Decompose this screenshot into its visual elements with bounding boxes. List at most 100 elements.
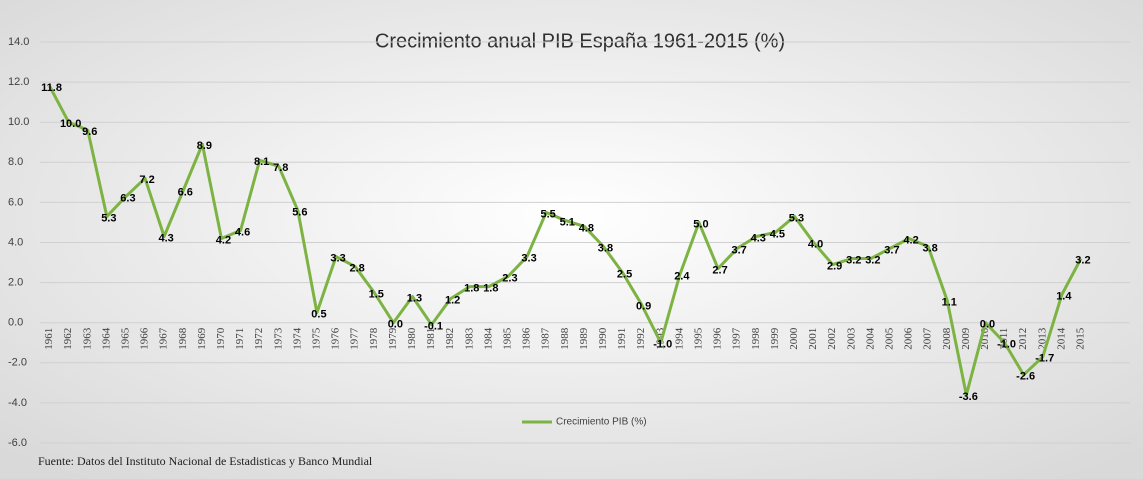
x-tick-label: 1988 [559, 327, 571, 350]
data-label: 6.3 [120, 192, 135, 204]
data-label: 3.2 [865, 254, 880, 266]
data-label: 1.2 [445, 295, 460, 307]
data-label: 5.3 [789, 212, 804, 224]
data-label: 6.6 [178, 186, 193, 198]
x-tick-label: 2007 [922, 327, 934, 350]
x-tick-label: 2004 [864, 327, 876, 350]
data-line [48, 85, 1083, 397]
source: Fuente: Datos del Instituto Nacional de … [38, 454, 373, 468]
data-label: 1.5 [369, 289, 384, 301]
data-label: 7.2 [139, 174, 154, 186]
x-tick-label: 1975 [310, 327, 322, 350]
x-tick-label: 1982 [444, 328, 456, 350]
x-tick-label: 1969 [196, 327, 208, 350]
data-label: 4.2 [903, 234, 918, 246]
y-tick-label: 0.0 [8, 317, 23, 329]
x-tick-label: 1989 [578, 327, 590, 350]
y-tick-label: 2.0 [8, 277, 23, 289]
y-tick-label: 12.0 [8, 76, 29, 88]
x-tick-label: 1987 [540, 327, 552, 350]
data-label: 0.5 [311, 309, 326, 321]
x-tick-label: 2003 [845, 327, 857, 350]
x-tick-label: 1966 [139, 327, 151, 350]
data-label: -3.6 [959, 391, 978, 403]
data-label: 1.8 [464, 283, 479, 295]
chart-title: Crecimiento anual PIB España 1961-2015 (… [375, 30, 785, 52]
data-label: 2.4 [674, 270, 690, 282]
x-tick-label: 1998 [750, 327, 762, 350]
data-label: 4.6 [235, 226, 250, 238]
y-tick-label: -4.0 [8, 397, 27, 409]
x-tick-label: 2001 [807, 328, 819, 350]
data-label: 3.8 [598, 242, 613, 254]
data-label: 2.5 [617, 268, 632, 280]
x-tick-label: 1971 [234, 328, 246, 350]
data-label: -2.6 [1016, 371, 1035, 383]
y-tick-label: 8.0 [8, 156, 23, 168]
x-tick-label: 1997 [731, 327, 743, 350]
data-label: 5.5 [541, 208, 556, 220]
data-label: 1.1 [942, 297, 957, 309]
x-tick-label: 2009 [960, 327, 972, 350]
x-tick-label: 1968 [177, 327, 189, 350]
x-tick-label: 1974 [291, 327, 303, 350]
data-label: 8.1 [254, 156, 269, 168]
y-tick-label: -2.0 [8, 357, 27, 369]
data-label: 5.1 [560, 216, 575, 228]
x-tick-label: 2015 [1074, 327, 1086, 350]
data-label: 2.9 [827, 260, 842, 272]
data-label: 1.8 [483, 283, 498, 295]
data-label: -1.7 [1035, 353, 1054, 365]
data-label: 4.8 [579, 222, 594, 234]
x-tick-label: 2008 [941, 327, 953, 350]
data-label: 1.4 [1056, 291, 1072, 303]
data-label: -0.1 [424, 321, 443, 333]
data-label: 1.3 [407, 293, 422, 305]
x-tick-label: 1981 [425, 328, 437, 350]
x-tick-label: 1978 [368, 327, 380, 350]
data-label: 3.3 [330, 252, 345, 264]
data-label: 5.0 [693, 218, 708, 230]
x-tick-label: 1964 [100, 327, 112, 350]
data-label: 2.8 [350, 262, 365, 274]
x-tick-label: 1999 [769, 327, 781, 350]
y-tick-label: 6.0 [8, 196, 23, 208]
data-label: 3.7 [732, 244, 747, 256]
x-tick-label: 1992 [635, 328, 647, 350]
data-label: 3.7 [884, 244, 899, 256]
x-tick-label: 2014 [1055, 327, 1067, 350]
data-label: 2.3 [502, 272, 517, 284]
x-tick-label: 2006 [903, 327, 915, 350]
data-label: 8.9 [197, 140, 212, 152]
data-label: -1.0 [653, 339, 672, 351]
data-label: 11.8 [41, 82, 62, 94]
data-label: 4.3 [751, 232, 766, 244]
x-tick-label: 1984 [482, 327, 494, 350]
x-tick-label: 1995 [692, 327, 704, 350]
x-tick-label: 1963 [81, 327, 93, 350]
legend-label: Crecimiento PIB (%) [556, 417, 647, 428]
x-tick-label: 2000 [788, 327, 800, 350]
y-tick-label: -6.0 [8, 437, 27, 449]
x-tick-label: 1972 [253, 328, 265, 350]
x-tick-label: 1980 [406, 327, 418, 350]
x-tick-label: 1976 [330, 327, 342, 350]
data-label: 2.7 [712, 264, 727, 276]
x-tick-label: 1994 [673, 327, 685, 350]
x-tick-label: 1990 [597, 327, 609, 350]
data-label: 4.2 [216, 234, 231, 246]
x-tick-label: 1985 [501, 327, 513, 350]
x-tick-label: 1973 [272, 327, 284, 350]
x-tick-label: 1962 [62, 328, 74, 350]
data-label: 4.3 [159, 232, 174, 244]
data-label: 3.8 [923, 242, 938, 254]
x-tick-label: 1977 [349, 327, 361, 350]
x-tick-label: 1965 [119, 327, 131, 350]
x-tick-label: 1983 [463, 327, 475, 350]
data-label: 10.0 [60, 118, 81, 130]
x-tick-label: 1986 [521, 327, 533, 350]
data-label: 4.5 [770, 228, 785, 240]
x-tick-label: 2005 [883, 327, 895, 350]
